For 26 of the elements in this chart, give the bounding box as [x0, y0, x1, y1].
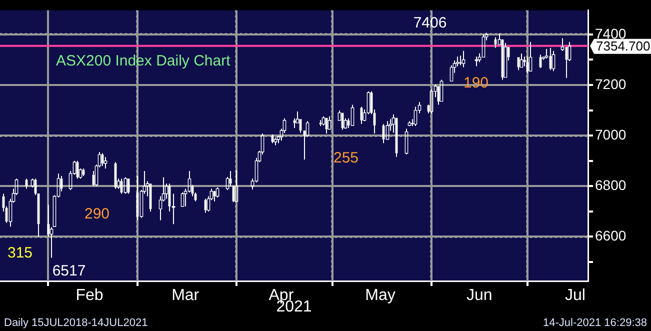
y-tick-label: 7000	[595, 126, 626, 142]
annotation: 290	[84, 206, 110, 223]
candlestick	[462, 50, 466, 68]
text: Daily 15JUL2018-14JUL2021	[4, 317, 148, 330]
text: 14-Jul-2021 16:29:38	[543, 317, 647, 330]
annotation: 6517	[52, 262, 86, 280]
x-tick-label: May	[365, 287, 396, 304]
candlestick	[188, 170, 192, 193]
x-tick-label: Jul	[564, 287, 586, 304]
annotation: 315	[7, 244, 33, 262]
candlestick	[440, 79, 444, 102]
x-tick-label: Jun	[466, 287, 492, 304]
candlestick	[213, 191, 216, 202]
candlestick	[520, 53, 524, 68]
candlestick	[350, 104, 354, 126]
candlestick	[386, 120, 390, 140]
y-tick-label: 6600	[595, 228, 626, 244]
x-tick-label: Mar	[172, 287, 200, 304]
candlestick	[104, 156, 108, 169]
candlestick	[528, 42, 532, 72]
y-tick-label: 7200	[595, 76, 626, 92]
candlestick	[234, 170, 238, 202]
annotation: 255	[333, 150, 359, 167]
candlestick	[459, 55, 462, 66]
x-tick-label: Feb	[76, 287, 104, 304]
y-tick-label: 6800	[595, 177, 626, 194]
